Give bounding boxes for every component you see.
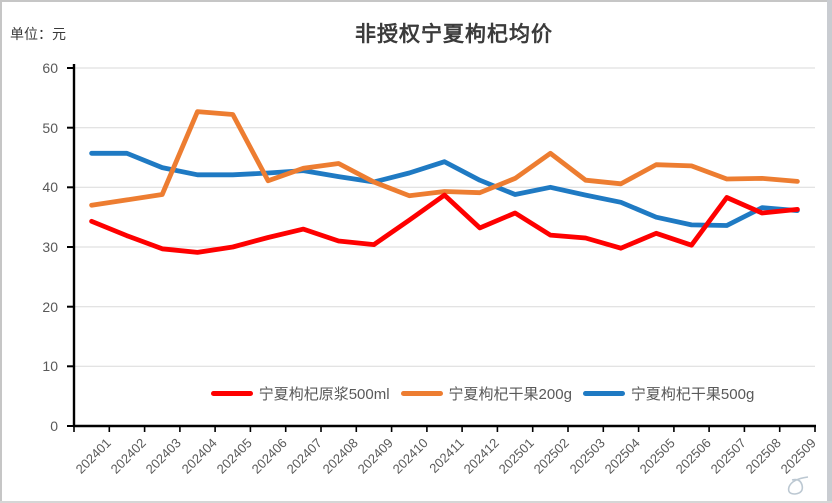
legend-swatch (582, 390, 625, 396)
y-axis-label: 40 (42, 179, 58, 196)
y-axis-label: 20 (42, 298, 58, 315)
chart-title: 非授权宁夏枸杞均价 (355, 23, 553, 46)
window-border-bottom (0, 501, 832, 503)
legend-item-0: 宁夏枸杞原浆500ml (210, 383, 390, 404)
window-border-top (0, 0, 832, 2)
series-line-0 (89, 192, 800, 255)
series-line-1 (89, 109, 800, 208)
legend-item-2: 宁夏枸杞干果500g (582, 383, 755, 404)
legend-label: 宁夏枸杞干果200g (448, 385, 572, 403)
legend-label: 宁夏枸杞原浆500ml (258, 385, 390, 403)
y-axis-label: 60 (42, 60, 58, 76)
series-line-2 (89, 150, 800, 228)
chart-legend: 宁夏枸杞原浆500ml 宁夏枸杞干果200g 宁夏枸杞干果500g (112, 383, 832, 403)
y-axis-label: 30 (42, 239, 58, 255)
window-border-left (0, 0, 2, 503)
y-axis-label: 0 (50, 418, 58, 434)
legend-swatch (210, 390, 253, 396)
legend-item-1: 宁夏枸杞干果200g (400, 383, 572, 404)
window-border-right (827, 0, 832, 503)
legend-label: 宁夏枸杞干果500g (630, 385, 755, 403)
y-axis-label: 10 (42, 358, 58, 375)
legend-swatch (400, 390, 443, 396)
y-axis-label: 50 (42, 119, 58, 136)
corner-scribble (787, 476, 809, 495)
unit-label: 单位：元 (10, 26, 66, 42)
